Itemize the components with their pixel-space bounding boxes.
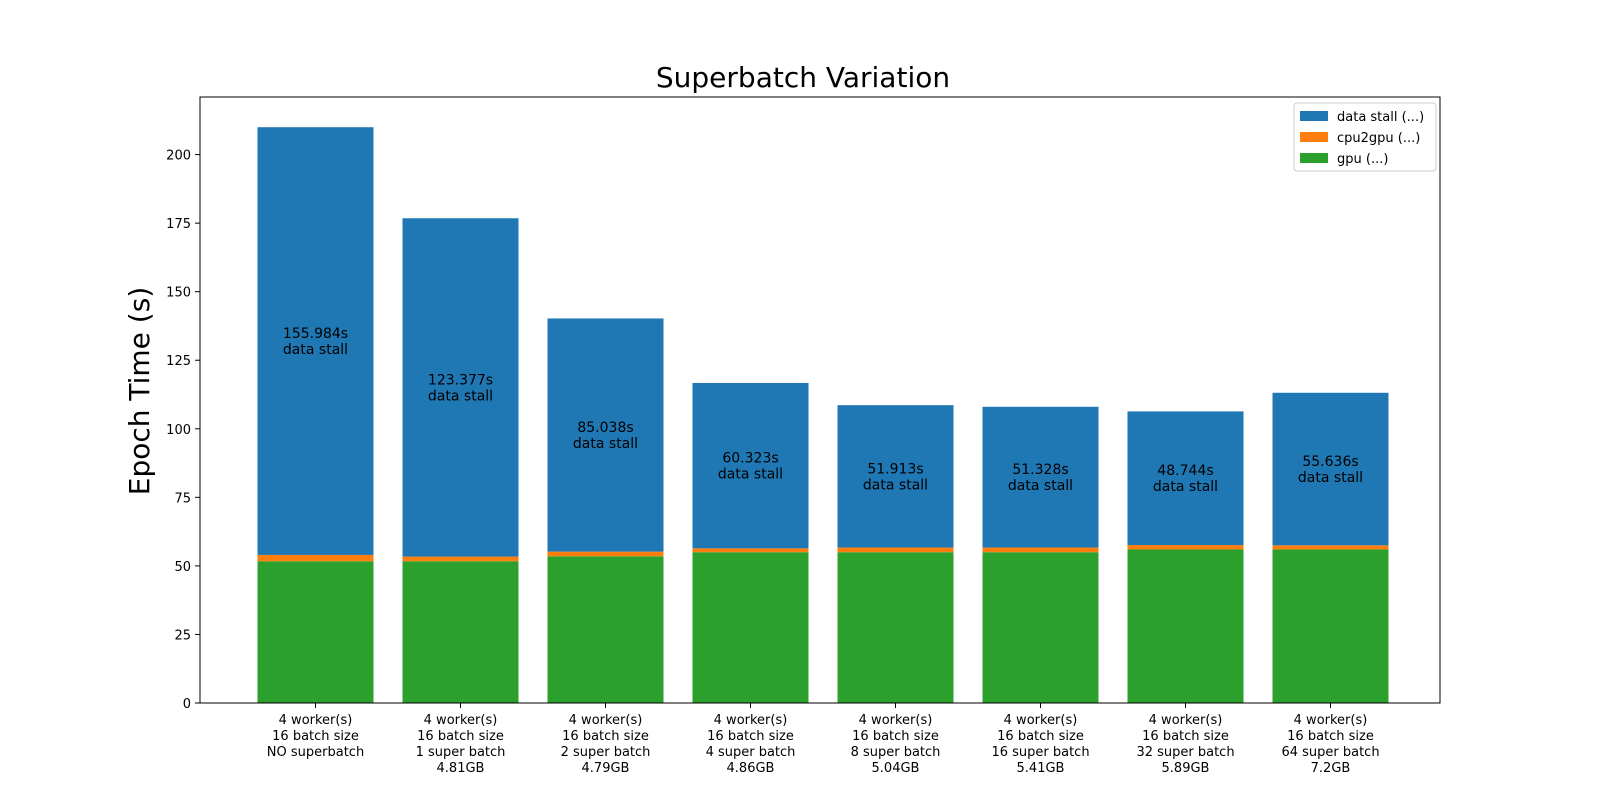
bar-segment-gpu-5: [982, 552, 1099, 703]
x-tick-label-line: 16 batch size: [997, 729, 1084, 744]
bar-segment-cpu2gpu-6: [1127, 545, 1244, 550]
x-tick-label-line: 4 super batch: [706, 745, 796, 760]
x-tick-label-line: 4 worker(s): [1294, 713, 1368, 728]
legend-swatch: [1300, 153, 1328, 163]
bar-segment-data-1: [402, 218, 519, 557]
bar-series-label: data stall: [428, 388, 493, 404]
bar-value-label: 55.636s: [1302, 454, 1358, 470]
bar-segment-gpu-0: [257, 561, 374, 703]
y-tick-label: 0: [183, 697, 191, 712]
bar-segment-data-5: [982, 406, 1099, 548]
x-tick-label-line: 16 batch size: [417, 729, 504, 744]
bars-group: [257, 127, 1389, 703]
x-tick-label-line: 5.89GB: [1162, 761, 1210, 776]
bar-segment-gpu-2: [547, 556, 664, 703]
bar-segment-cpu2gpu-2: [547, 551, 664, 557]
bar-series-label: data stall: [573, 436, 638, 452]
x-tick-label-line: 4.79GB: [582, 761, 630, 776]
x-tick-label-line: 2 super batch: [561, 745, 651, 760]
x-tick-label-line: 16 batch size: [272, 729, 359, 744]
bar-segment-data-4: [837, 405, 954, 548]
chart-title: Superbatch Variation: [656, 61, 950, 94]
bar-series-label: data stall: [283, 342, 348, 358]
bar-segment-gpu-3: [692, 552, 809, 703]
x-tick-label-line: 32 super batch: [1136, 745, 1234, 760]
x-tick-label-line: 4 worker(s): [1004, 713, 1078, 728]
bar-segment-cpu2gpu-5: [982, 547, 1099, 553]
legend-box: [1293, 102, 1437, 172]
x-tick-label-line: 4 worker(s): [714, 713, 788, 728]
bar-series-label: data stall: [863, 477, 928, 493]
bar-value-label: 123.377s: [428, 372, 493, 388]
x-tick-label-line: 64 super batch: [1281, 745, 1379, 760]
bar-segment-gpu-4: [837, 552, 954, 703]
bar-segment-cpu2gpu-3: [692, 548, 809, 553]
y-tick-label: 175: [166, 217, 191, 232]
x-tick-label-line: 4 worker(s): [569, 713, 643, 728]
x-tick-label-line: 4 worker(s): [424, 713, 498, 728]
x-tick-label-line: 1 super batch: [416, 745, 506, 760]
x-tick-label-line: NO superbatch: [267, 745, 364, 760]
x-tick-label-line: 16 batch size: [707, 729, 794, 744]
x-tick-label-line: 16 batch size: [562, 729, 649, 744]
bar-segment-data-0: [257, 127, 374, 555]
x-tick-label-line: 5.41GB: [1017, 761, 1065, 776]
bar-segment-data-7: [1272, 392, 1389, 546]
y-axis-ticks: 0 25 50 75 100 125 150 175 200: [166, 149, 200, 712]
bar-value-label: 155.984s: [283, 326, 348, 342]
plot-frame: [199, 96, 1441, 704]
x-tick-label-line: 4.81GB: [437, 761, 485, 776]
bar-segment-cpu2gpu-4: [837, 547, 954, 553]
bar-segment-gpu-6: [1127, 549, 1244, 703]
x-tick-label-line: 8 super batch: [851, 745, 941, 760]
x-tick-label-line: 4 worker(s): [859, 713, 933, 728]
bar-series-label: data stall: [1153, 479, 1218, 495]
bar-series-label: data stall: [1008, 478, 1073, 494]
bar-value-label: 85.038s: [577, 420, 633, 436]
y-tick-label: 75: [174, 491, 191, 506]
bar-value-label: 51.328s: [1012, 462, 1068, 478]
legend-swatch: [1300, 111, 1328, 121]
legend-label: gpu (...): [1337, 152, 1388, 167]
legend-label: cpu2gpu (...): [1337, 131, 1420, 146]
bar-segment-cpu2gpu-7: [1272, 545, 1389, 550]
x-tick-label-line: 5.04GB: [872, 761, 920, 776]
legend-label: data stall (...): [1337, 110, 1424, 125]
bar-segment-gpu-7: [1272, 549, 1389, 703]
bar-value-label: 48.744s: [1157, 463, 1213, 479]
y-axis-label: Epoch Time (s): [123, 287, 156, 496]
y-tick-label: 125: [166, 354, 191, 369]
legend-swatch: [1300, 132, 1328, 142]
y-tick-label: 100: [166, 423, 191, 438]
bar-segment-data-3: [692, 382, 809, 549]
bar-segment-data-6: [1127, 411, 1244, 546]
bar-value-label: 51.913s: [867, 461, 923, 477]
x-tick-label-line: 4.86GB: [727, 761, 775, 776]
bar-series-label: data stall: [1298, 470, 1363, 486]
y-tick-label: 50: [174, 560, 191, 575]
bar-segment-cpu2gpu-1: [402, 556, 519, 562]
x-tick-label-line: 7.2GB: [1311, 761, 1351, 776]
x-tick-label-line: 16 batch size: [852, 729, 939, 744]
bar-segment-cpu2gpu-0: [257, 554, 374, 562]
y-tick-label: 150: [166, 286, 191, 301]
x-tick-label-line: 16 batch size: [1142, 729, 1229, 744]
x-tick-label-line: 4 worker(s): [279, 713, 353, 728]
bar-segment-gpu-1: [402, 561, 519, 703]
y-tick-label: 25: [174, 628, 191, 643]
bar-series-label: data stall: [718, 467, 783, 483]
bar-segment-data-2: [547, 318, 664, 552]
bar-value-label: 60.323s: [722, 451, 778, 467]
legend: data stall (...) cpu2gpu (...) gpu (...): [1293, 102, 1437, 172]
x-tick-label-line: 16 super batch: [991, 745, 1089, 760]
y-tick-label: 200: [166, 149, 191, 164]
x-tick-label-line: 16 batch size: [1287, 729, 1374, 744]
x-tick-label-line: 4 worker(s): [1149, 713, 1223, 728]
